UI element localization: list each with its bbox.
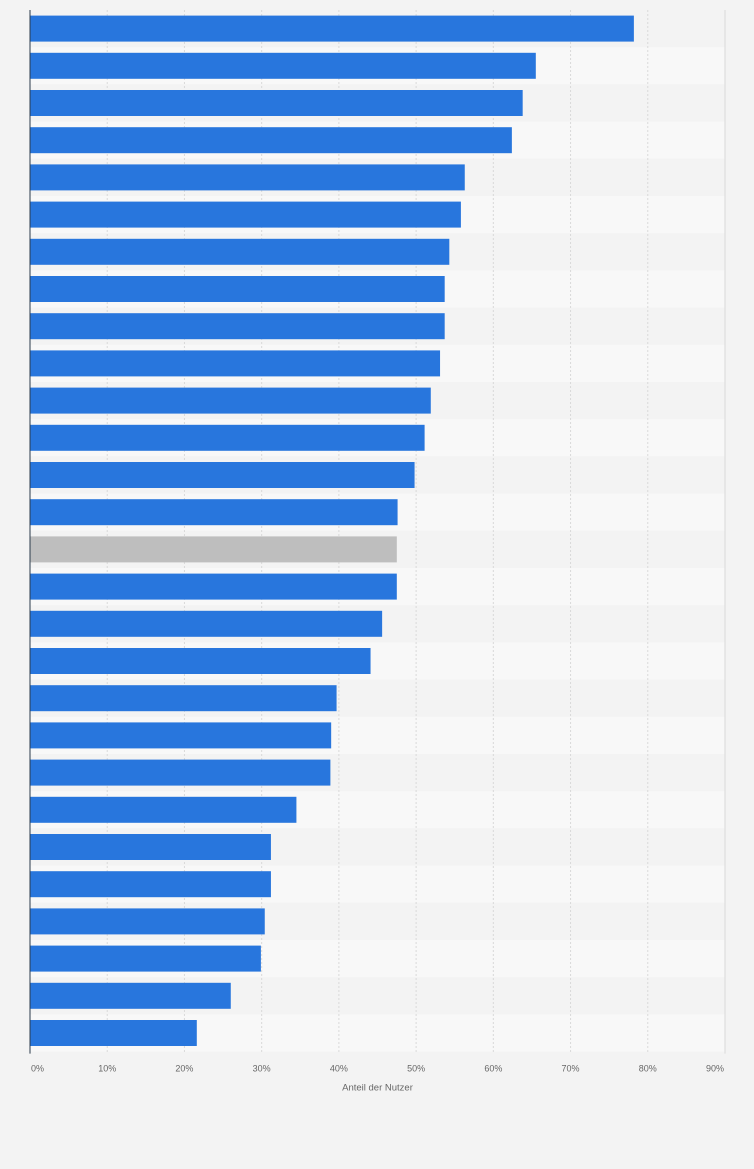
bar[interactable] xyxy=(30,313,445,340)
x-tick-label: 80% xyxy=(639,1064,657,1074)
bar[interactable] xyxy=(30,908,265,935)
x-tick-label: 70% xyxy=(562,1064,580,1074)
bar[interactable] xyxy=(30,536,397,563)
bar[interactable] xyxy=(30,15,634,42)
bar[interactable] xyxy=(30,1020,197,1046)
x-tick-label: 30% xyxy=(253,1064,271,1074)
x-tick-label: 20% xyxy=(175,1064,193,1074)
bar[interactable] xyxy=(30,722,332,749)
bar[interactable] xyxy=(30,610,383,637)
bar[interactable] xyxy=(30,982,231,1009)
x-tick-label: 50% xyxy=(407,1064,425,1074)
bar[interactable] xyxy=(30,164,465,191)
x-tick-label: 0% xyxy=(31,1064,44,1074)
x-axis-title: Anteil der Nutzer xyxy=(342,1083,413,1094)
x-tick-label: 40% xyxy=(330,1064,348,1074)
x-tick-label: 60% xyxy=(484,1064,502,1074)
bar[interactable] xyxy=(30,127,512,154)
bar[interactable] xyxy=(30,499,398,526)
x-tick-label: 90% xyxy=(706,1064,724,1074)
x-tick-labels: 0% 10% 20% 30% 40% 50% 60% 70% 80% 90% xyxy=(31,1064,724,1074)
bar[interactable] xyxy=(30,834,271,860)
bar[interactable] xyxy=(30,685,337,712)
bar[interactable] xyxy=(30,648,371,674)
bar[interactable] xyxy=(30,871,271,898)
bar[interactable] xyxy=(30,238,450,265)
bar[interactable] xyxy=(30,350,441,377)
bar[interactable] xyxy=(30,387,431,414)
x-tick-label: 10% xyxy=(98,1064,116,1074)
bar[interactable] xyxy=(30,759,331,786)
bars xyxy=(30,15,634,1046)
bar[interactable] xyxy=(30,52,536,79)
bar[interactable] xyxy=(30,90,523,116)
bar[interactable] xyxy=(30,462,415,488)
bar[interactable] xyxy=(30,945,261,972)
bar[interactable] xyxy=(30,276,445,302)
bar[interactable] xyxy=(30,573,397,600)
bar[interactable] xyxy=(30,201,461,228)
bar[interactable] xyxy=(30,424,425,451)
bar[interactable] xyxy=(30,796,297,823)
